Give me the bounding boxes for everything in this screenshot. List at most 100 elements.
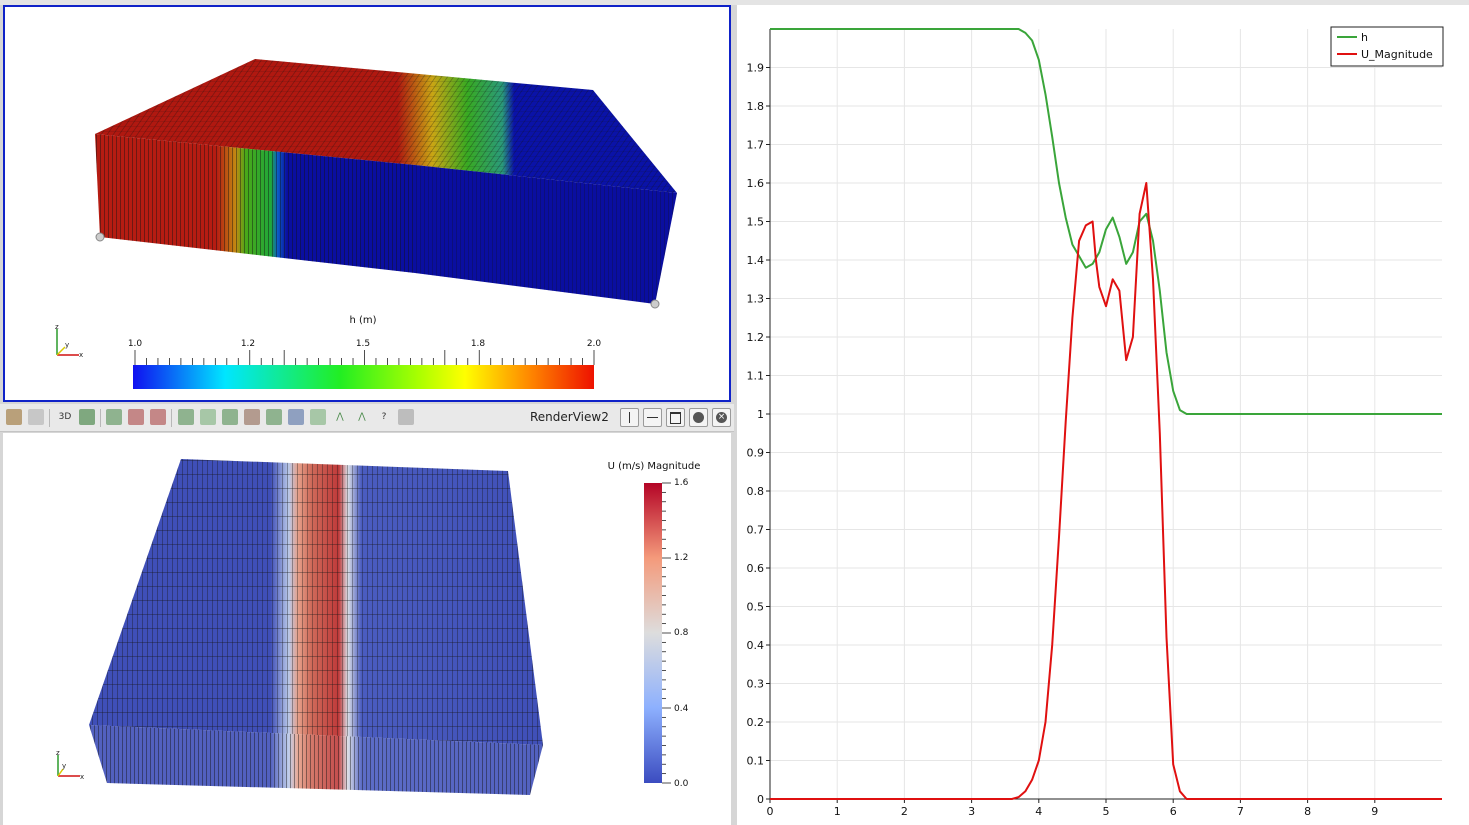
y-tick-label: 0 bbox=[757, 793, 764, 806]
slab-side-mesh bbox=[415, 165, 677, 304]
x-tick-label: 1 bbox=[834, 805, 841, 818]
legend-label-h: h bbox=[1361, 31, 1368, 44]
x-tick-label: 8 bbox=[1304, 805, 1311, 818]
x-tick-label: 4 bbox=[1035, 805, 1042, 818]
orientation-axes: z y x bbox=[55, 323, 83, 359]
axis-label-y: y bbox=[65, 341, 69, 349]
h-colorbar: h (m) 1.0 1.2 1.5 1.8 2.0 bbox=[128, 315, 602, 389]
legend-label-u-magnitude: U_Magnitude bbox=[1361, 48, 1433, 61]
y-axis: 0 0.1 0.2 0.3 0.4 0.5 0.6 0.7 0.8 0.9 1 1.1 1.2 1.3 1.… bbox=[747, 29, 771, 806]
view-title: RenderView2 bbox=[530, 410, 609, 424]
query-icon[interactable]: ? bbox=[381, 412, 387, 422]
select-points-icon[interactable] bbox=[128, 409, 144, 425]
y-tick-label: 1.3 bbox=[747, 293, 765, 306]
render-view-1-canvas[interactable]: z y x h (m) 1.0 1.2 1.5 1.8 2.0 bbox=[5, 7, 729, 400]
screenshot-icon[interactable] bbox=[79, 409, 95, 425]
h-colorbar-tick-label: 2.0 bbox=[587, 339, 602, 349]
y-tick-label: 0.9 bbox=[747, 447, 765, 460]
axis-label-z: z bbox=[56, 749, 60, 757]
render-view-toolbar: 3D ⋀ ⋀ ? RenderView2 × bbox=[0, 404, 734, 432]
reset-camera-icon[interactable] bbox=[6, 409, 22, 425]
x-tick-label: 5 bbox=[1103, 805, 1110, 818]
y-tick-label: 1.7 bbox=[747, 139, 765, 152]
render-view-1[interactable]: z y x h (m) 1.0 1.2 1.5 1.8 2.0 bbox=[3, 5, 731, 402]
select-cells-icon[interactable] bbox=[106, 409, 122, 425]
u-colorbar-minor-ticks bbox=[662, 482, 671, 784]
h-colorbar-tick-label: 1.0 bbox=[128, 339, 143, 349]
select-frustum-icon[interactable] bbox=[178, 409, 194, 425]
legend-box bbox=[1330, 26, 1444, 67]
y-tick-label: 0.5 bbox=[747, 601, 765, 614]
shrink-selection-icon[interactable] bbox=[310, 409, 326, 425]
h-colorbar-minor-ticks bbox=[134, 350, 595, 365]
restore-icon[interactable] bbox=[689, 408, 708, 427]
top-strip bbox=[0, 0, 1469, 5]
y-tick-label: 0.3 bbox=[747, 678, 765, 691]
line-chart-view[interactable]: 0 0.1 0.2 0.3 0.4 0.5 0.6 0.7 0.8 0.9 1 1.1 1.2 1.3 1.… bbox=[737, 5, 1469, 825]
split-vertical-icon[interactable] bbox=[643, 408, 662, 427]
x-tick-label: 0 bbox=[767, 805, 774, 818]
x-tick-label: 6 bbox=[1170, 805, 1177, 818]
slab-front-mesh bbox=[95, 134, 415, 273]
h-colorbar-tick-label: 1.5 bbox=[356, 339, 370, 349]
slab-top-mesh bbox=[95, 59, 677, 193]
line-chart[interactable]: 0 0.1 0.2 0.3 0.4 0.5 0.6 0.7 0.8 0.9 1 1.1 1.2 1.3 1.… bbox=[737, 5, 1469, 825]
x-tick-label: 9 bbox=[1371, 805, 1378, 818]
toolbar-separator bbox=[171, 409, 172, 427]
slab-corner-marker bbox=[95, 232, 105, 242]
hover-points-icon[interactable] bbox=[244, 409, 260, 425]
axis-label-y: y bbox=[62, 762, 66, 770]
u-colorbar-tick-label: 1.2 bbox=[674, 553, 688, 563]
plot-selection-icon[interactable]: ⋀ bbox=[358, 412, 366, 422]
y-tick-label: 0.2 bbox=[747, 716, 765, 729]
y-tick-label: 1.5 bbox=[747, 216, 765, 229]
x-tick-label: 3 bbox=[968, 805, 975, 818]
box-top-mesh bbox=[89, 459, 543, 745]
clear-selection-icon[interactable] bbox=[398, 409, 414, 425]
close-icon[interactable]: × bbox=[712, 408, 731, 427]
x-tick-label: 2 bbox=[901, 805, 908, 818]
y-tick-label: 1.9 bbox=[747, 62, 765, 75]
split-horizontal-icon[interactable] bbox=[620, 408, 639, 427]
y-tick-label: 1.1 bbox=[747, 370, 765, 383]
x-tick-label: 7 bbox=[1237, 805, 1244, 818]
h-colorbar-tick-label: 1.8 bbox=[471, 339, 486, 349]
chart-series bbox=[770, 28, 1442, 800]
box-front-mesh bbox=[89, 725, 543, 795]
y-tick-label: 0.6 bbox=[747, 562, 765, 575]
axis-label-x: x bbox=[79, 351, 83, 359]
render-view-2[interactable]: z y x U (m/s) Magnitude 1.6 1.2 0.8 0.4 … bbox=[3, 433, 731, 825]
grow-selection-icon[interactable] bbox=[288, 409, 304, 425]
y-tick-label: 1.2 bbox=[747, 331, 765, 344]
u-colorbar-tick-label: 0.4 bbox=[674, 704, 689, 714]
h-colorbar-gradient bbox=[133, 365, 594, 389]
orientation-axes: z y x bbox=[56, 749, 84, 781]
y-tick-label: 0.8 bbox=[747, 485, 765, 498]
y-tick-label: 1 bbox=[757, 408, 764, 421]
select-polygon-icon[interactable] bbox=[200, 409, 216, 425]
select-block-icon[interactable] bbox=[150, 409, 166, 425]
maximize-icon[interactable] bbox=[666, 408, 685, 427]
h-colorbar-tick-label: 1.2 bbox=[241, 339, 255, 349]
interactive-select-icon[interactable] bbox=[222, 409, 238, 425]
chart-legend[interactable]: h U_Magnitude bbox=[1330, 26, 1444, 67]
u-colorbar-title: U (m/s) Magnitude bbox=[608, 461, 701, 472]
hover-cells-icon[interactable] bbox=[266, 409, 282, 425]
render-view-2-canvas[interactable]: z y x U (m/s) Magnitude 1.6 1.2 0.8 0.4 … bbox=[3, 433, 731, 825]
3d-toggle[interactable]: 3D bbox=[58, 412, 72, 422]
slab-corner-marker bbox=[650, 299, 660, 309]
toolbar-separator bbox=[100, 409, 101, 427]
extract-selection-icon[interactable]: ⋀ bbox=[336, 412, 344, 422]
u-colorbar-tick-label: 0.8 bbox=[674, 628, 689, 638]
series-line-h bbox=[770, 28, 1442, 415]
x-axis: 0 1 2 3 4 5 6 7 8 9 bbox=[767, 798, 1442, 818]
y-tick-label: 0.4 bbox=[747, 639, 765, 652]
toolbar-separator bbox=[49, 409, 50, 427]
y-tick-label: 1.6 bbox=[747, 177, 765, 190]
u-colorbar-gradient bbox=[644, 483, 662, 783]
interaction-icon[interactable] bbox=[28, 409, 44, 425]
series-line-u-magnitude bbox=[770, 182, 1442, 800]
u-colorbar-tick-label: 1.6 bbox=[674, 478, 689, 488]
u-colorbar-tick-label: 0.0 bbox=[674, 779, 689, 789]
h-colorbar-title: h (m) bbox=[349, 315, 376, 326]
